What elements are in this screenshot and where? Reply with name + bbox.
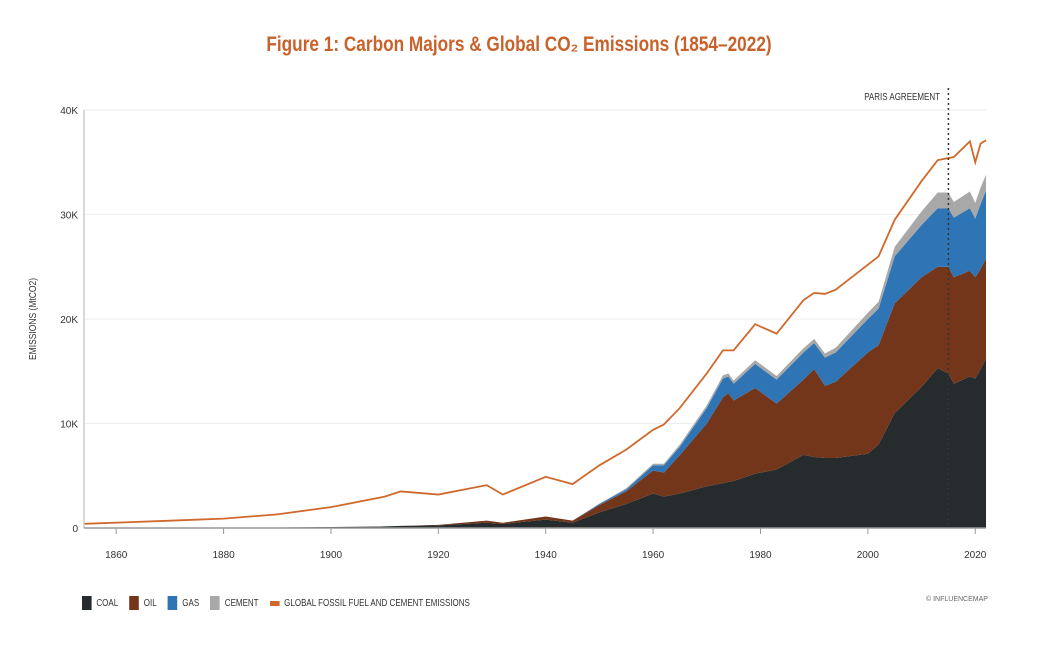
paris-agreement-label: PARIS AGREEMENT <box>864 91 940 102</box>
y-axis-label: EMISSIONS (MtCO2) <box>27 278 38 360</box>
x-tick-label: 1960 <box>642 550 665 561</box>
global-swatch <box>269 600 280 606</box>
y-tick-label: 10K <box>60 420 78 431</box>
x-tick-label: 2000 <box>857 550 880 561</box>
x-tick-label: 1940 <box>535 550 558 561</box>
y-tick-label: 30K <box>60 211 78 222</box>
x-tick-label: 1900 <box>320 550 343 561</box>
cement-swatch <box>210 596 220 610</box>
x-tick-label: 1920 <box>427 550 450 561</box>
credit: © INFLUENCEMAP <box>926 596 988 603</box>
legend-item-global: GLOBAL FOSSIL FUEL AND CEMENT EMISSIONS <box>269 597 470 609</box>
legend-label: GAS <box>182 597 200 609</box>
legend-label: OIL <box>143 597 157 609</box>
gas-swatch <box>167 596 178 610</box>
series-area-coal <box>84 358 986 528</box>
legend-item-coal: COAL <box>82 596 118 610</box>
oil-swatch <box>129 596 139 610</box>
series-line-global-fossil-fuel-and-cement-emissions <box>83 139 987 525</box>
coal-swatch <box>82 596 92 610</box>
y-tick-label: 0 <box>72 524 78 535</box>
legend-label: CEMENT <box>224 597 259 609</box>
chart-title: Figure 1: Carbon Majors & Global CO₂ Emi… <box>266 33 772 56</box>
legend: COAL OIL GAS CEMENT GLOBAL FOSSIL FUEL A… <box>82 596 481 610</box>
legend-item-oil: OIL <box>129 596 157 610</box>
legend-item-gas: GAS <box>167 596 200 610</box>
legend-label: GLOBAL FOSSIL FUEL AND CEMENT EMISSIONS <box>284 597 470 609</box>
x-tick-label: 1980 <box>749 550 772 561</box>
x-tick-label: 2020 <box>964 550 987 561</box>
legend-label: COAL <box>96 597 119 609</box>
y-tick-label: 20K <box>60 315 78 326</box>
x-tick-label: 1860 <box>105 550 128 561</box>
series-area-oil <box>84 258 986 528</box>
series-area-gas <box>84 190 986 528</box>
x-tick-label: 1880 <box>212 550 235 561</box>
legend-item-cement: CEMENT <box>210 596 259 610</box>
y-tick-label: 40K <box>60 106 78 117</box>
